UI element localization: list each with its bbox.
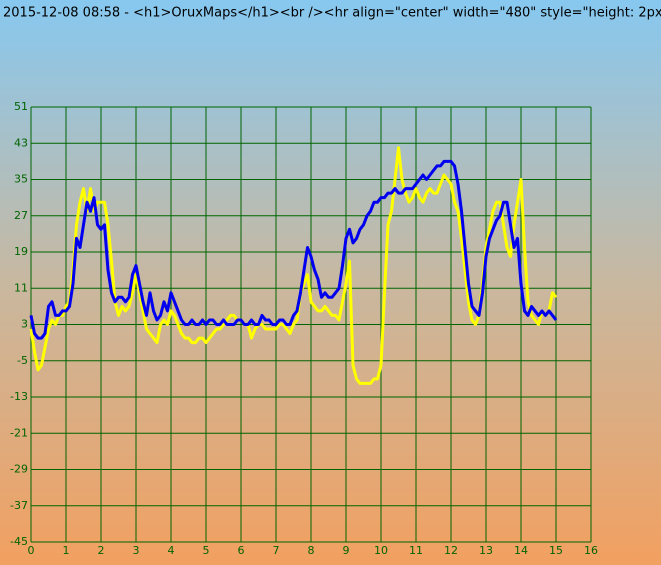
x-tick-label: 6: [238, 544, 245, 557]
chart-title: 2015-12-08 08:58 - <h1>OruxMaps</h1><br …: [3, 6, 661, 21]
y-tick-label: 19: [14, 245, 28, 258]
y-tick-label: -21: [10, 426, 28, 439]
x-tick-label: 5: [203, 544, 210, 557]
x-tick-label: 9: [343, 544, 350, 557]
y-tick-label: 51: [14, 100, 28, 113]
y-tick-label: -13: [10, 390, 28, 403]
x-tick-label: 0: [28, 544, 35, 557]
x-tick-label: 14: [514, 544, 528, 557]
y-tick-label: -45: [10, 535, 28, 548]
x-tick-label: 3: [133, 544, 140, 557]
x-tick-label: 16: [584, 544, 598, 557]
y-tick-label: 3: [21, 318, 28, 331]
y-tick-label: 11: [14, 281, 28, 294]
x-tick-label: 1: [63, 544, 70, 557]
y-tick-label: -5: [17, 354, 28, 367]
y-tick-label: -37: [10, 499, 28, 512]
line-series: [29, 146, 558, 385]
x-tick-label: 15: [549, 544, 563, 557]
x-tick-label: 7: [273, 544, 280, 557]
x-tick-label: 8: [308, 544, 315, 557]
x-tick-label: 4: [168, 544, 175, 557]
line-series: [29, 159, 558, 340]
x-tick-label: 11: [409, 544, 423, 557]
x-tick-label: 10: [374, 544, 388, 557]
y-tick-label: 27: [14, 209, 28, 222]
x-tick-label: 13: [479, 544, 493, 557]
x-tick-label: 12: [444, 544, 458, 557]
y-tick-label: 35: [14, 173, 28, 186]
x-tick-label: 2: [98, 544, 105, 557]
y-tick-label: 43: [14, 136, 28, 149]
y-tick-label: -29: [10, 463, 28, 476]
